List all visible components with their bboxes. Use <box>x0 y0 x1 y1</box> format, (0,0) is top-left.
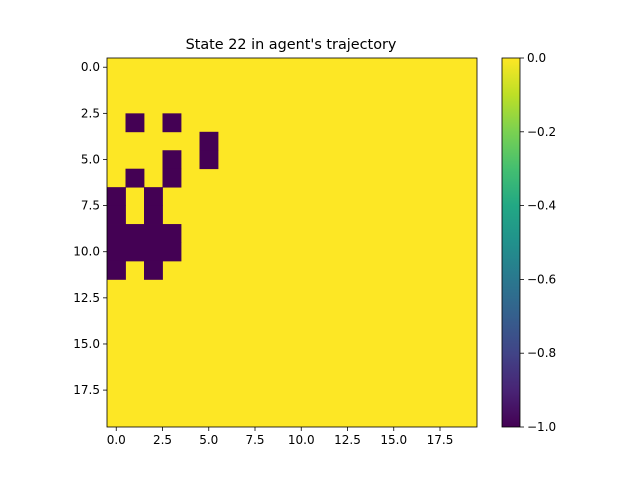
heatmap-cell <box>162 168 182 188</box>
heatmap-cell <box>162 150 182 170</box>
y-tick-label: 17.5 <box>73 383 100 397</box>
colorbar-tick-label: −0.2 <box>527 125 556 139</box>
y-tick-label: 0.0 <box>81 60 100 74</box>
y-tick-label: 10.0 <box>73 245 100 259</box>
heatmap-cell <box>162 224 182 243</box>
heatmap <box>107 58 477 427</box>
chart-title: State 22 in agent's trajectory <box>186 37 397 53</box>
colorbar-tick-label: −1.0 <box>527 420 556 434</box>
y-tick-label: 2.5 <box>81 106 100 120</box>
y-tick-label: 7.5 <box>81 199 100 213</box>
x-tick-label: 15.0 <box>380 433 407 447</box>
heatmap-cell <box>107 187 126 206</box>
x-tick-label: 2.5 <box>153 433 172 447</box>
heatmap-cell <box>162 242 182 262</box>
heatmap-cell <box>107 205 126 225</box>
heatmap-cell <box>107 224 126 243</box>
heatmap-cell <box>125 224 145 243</box>
colorbar <box>501 57 521 428</box>
x-tick-label: 5.0 <box>199 433 218 447</box>
heatmap-cell <box>199 150 219 170</box>
heatmap-cell <box>107 260 126 280</box>
x-tick-label: 7.5 <box>245 433 264 447</box>
colorbar-tick-label: −0.4 <box>527 199 556 213</box>
y-axis: 0.0 2.5 5.0 7.5 10.0 12.5 15.0 17.5 <box>73 60 107 397</box>
heatmap-cell <box>144 260 163 280</box>
heatmap-cell <box>125 242 145 262</box>
colorbar-tick-label: −0.8 <box>527 346 556 360</box>
heatmap-cell <box>144 205 163 225</box>
colorbar-tick-label: −0.6 <box>527 272 556 286</box>
x-tick-label: 12.5 <box>334 433 361 447</box>
heatmap-cell <box>199 131 219 151</box>
heatmap-cell <box>162 113 182 133</box>
x-tick-label: 0.0 <box>107 433 126 447</box>
plot-frame <box>106 57 478 428</box>
heatmap-cell <box>144 224 163 243</box>
heatmap-cell <box>144 187 163 206</box>
x-axis: 0.0 2.5 5.0 7.5 10.0 12.5 15.0 17.5 <box>107 427 454 447</box>
colorbar-tick-label: 0.0 <box>527 51 546 65</box>
x-tick-label: 17.5 <box>427 433 454 447</box>
y-tick-label: 15.0 <box>73 337 100 351</box>
colorbar-axis: 0.0 −0.2 −0.4 −0.6 −0.8 −1.0 <box>520 51 556 434</box>
x-tick-label: 10.0 <box>288 433 315 447</box>
heatmap-cell <box>125 113 145 133</box>
y-tick-label: 12.5 <box>73 291 100 305</box>
heatmap-cell <box>144 242 163 262</box>
heatmap-cell <box>107 242 126 262</box>
heatmap-cell <box>125 168 145 188</box>
y-tick-label: 5.0 <box>81 152 100 166</box>
